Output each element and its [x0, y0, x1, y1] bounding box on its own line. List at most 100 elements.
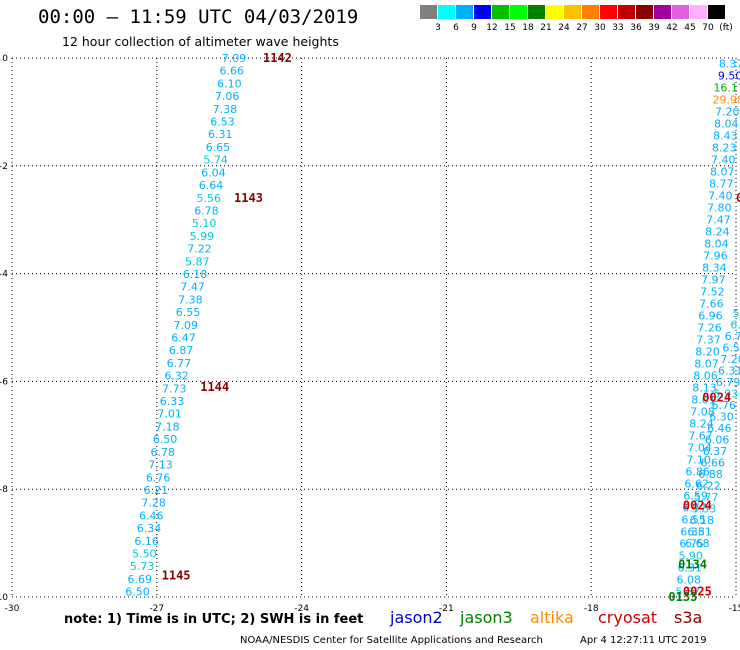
color-swatch	[528, 5, 545, 19]
legend-jason2: jason2	[390, 608, 443, 627]
color-swatch	[618, 5, 635, 19]
x-tick-label: -24	[294, 604, 309, 614]
wave-height-value: 6.75	[679, 538, 704, 551]
color-swatch	[672, 5, 689, 19]
chart-subtitle: 12 hour collection of altimeter wave hei…	[62, 34, 339, 49]
legend-cryosat: cryosat	[598, 608, 658, 627]
color-scale-label: 70	[702, 23, 714, 33]
color-scale-label: 36	[630, 23, 642, 33]
wave-height-value: 7.09	[222, 52, 247, 65]
wave-height-value: 6.96	[698, 309, 723, 322]
time-label: 00	[736, 191, 740, 205]
wave-height-value: 8.04	[714, 117, 739, 130]
wave-height-value: 8.43	[713, 129, 738, 142]
wave-height-value: 5.50	[132, 547, 157, 560]
wave-height-value: 6.35	[680, 526, 705, 539]
x-tick-label: -21	[439, 604, 454, 614]
color-scale-label: 6	[453, 23, 459, 33]
color-scale-label: 33	[612, 23, 624, 33]
wave-height-value: 5.7	[733, 307, 740, 320]
color-swatch	[420, 5, 437, 19]
wave-height-value: 8.07	[710, 165, 735, 178]
wave-height-value: 8.24	[705, 225, 730, 238]
wave-height-value: 6.50	[153, 433, 178, 446]
wave-height-value: 5.90	[678, 550, 703, 563]
color-swatch	[564, 5, 581, 19]
wave-height-value: 7.67	[688, 430, 713, 443]
wave-height-value: 6.18	[690, 514, 715, 527]
wave-height-value: 6.55	[681, 514, 706, 527]
wave-height-value: 7.09	[174, 319, 199, 332]
wave-height-value: 6.77	[167, 357, 192, 370]
legend-s3a: s3a	[674, 608, 703, 627]
wave-height-value: 6.37	[703, 445, 728, 458]
time-label: 0024	[683, 498, 712, 512]
wave-height-value: 6.46	[707, 422, 732, 435]
wave-height-value: 6.08	[676, 574, 701, 587]
wave-height-value: 7.28	[141, 497, 166, 510]
wave-height-value: 16.17	[713, 81, 740, 94]
time-label: 0024	[702, 391, 731, 405]
wave-height-value: 6.50	[125, 586, 150, 599]
wave-height-value: 7.22	[187, 243, 212, 256]
wave-height-value: 5.77	[694, 491, 719, 504]
wave-height-value: 6.34	[137, 522, 162, 535]
y-tick-label: -10	[0, 593, 8, 603]
wave-height-value: 6.76	[146, 471, 171, 484]
y-tick-label: -6	[0, 377, 8, 387]
color-swatch	[456, 5, 473, 19]
wave-height-value: 6.16	[134, 535, 159, 548]
wave-height-value: 7.37	[696, 334, 721, 347]
legend-altika: altika	[530, 608, 574, 627]
wave-height-value: 7.04	[687, 442, 712, 455]
y-tick-label: 0	[2, 54, 8, 64]
wave-height-value: 7.26	[697, 322, 722, 335]
wave-height-value: 6.21	[144, 484, 169, 497]
time-label: 1142	[263, 51, 292, 65]
wave-height-value: 7.97	[701, 273, 726, 286]
color-swatch	[690, 5, 707, 19]
wave-height-value: 7.73	[162, 382, 187, 395]
wave-height-value: 7.47	[706, 213, 731, 226]
wave-height-value: 7.38	[213, 103, 238, 116]
wave-height-value: 6.10	[217, 77, 242, 90]
wave-height-value: 6.47	[171, 332, 196, 345]
wave-height-value: 8.24	[689, 418, 714, 431]
color-scale-label: 24	[558, 23, 570, 33]
color-scale-label: 9	[471, 23, 477, 33]
wave-height-value: 6.33	[160, 395, 185, 408]
wave-height-value: 9.50	[718, 69, 740, 82]
footer-note: note: 1) Time is in UTC; 2) SWH is in fe…	[64, 612, 364, 627]
wave-height-value: 6.46	[139, 509, 164, 522]
wave-height-value: 5.10	[192, 217, 217, 230]
color-scale-label: 12	[486, 23, 498, 33]
credit-text: NOAA/NESDIS Center for Satellite Applica…	[240, 635, 543, 646]
wave-height-value: 6.81	[687, 526, 712, 539]
wave-height-value: 5.93	[714, 387, 739, 400]
wave-height-value: 7.10	[686, 454, 711, 467]
color-swatch	[636, 5, 653, 19]
wave-height-value: 6.55	[176, 306, 201, 319]
chart-title: 00:00 – 11:59 UTC 04/03/2019	[38, 6, 359, 28]
wave-height-value: 5.53	[692, 503, 717, 516]
color-scale-label: 18	[522, 23, 534, 33]
wave-height-value: 6.22	[696, 480, 721, 493]
wave-height-value: 6.04	[201, 166, 226, 179]
wave-height-value: 6.86	[685, 466, 710, 479]
wave-height-value: 7.80	[707, 201, 732, 214]
color-swatch	[708, 5, 725, 19]
wave-height-value: 8.20	[695, 346, 720, 359]
wave-height-value: 6.76	[711, 399, 736, 412]
wave-height-value: 8.01	[691, 394, 716, 407]
wave-height-value: 6.66	[700, 456, 725, 469]
wave-height-value: 8.37	[719, 57, 740, 70]
time-label: 1144	[200, 380, 229, 394]
wave-height-value: 5.73	[130, 560, 155, 573]
color-scale-label: 27	[576, 23, 588, 33]
wave-height-value: 6.70	[725, 330, 740, 343]
wave-height-value: 5.99	[190, 230, 215, 243]
wave-height-value: 5.57	[675, 586, 700, 599]
wave-height-value: 6.18	[183, 268, 208, 281]
y-tick-label: -2	[0, 162, 8, 172]
wave-height-value: 6.59	[683, 490, 708, 503]
